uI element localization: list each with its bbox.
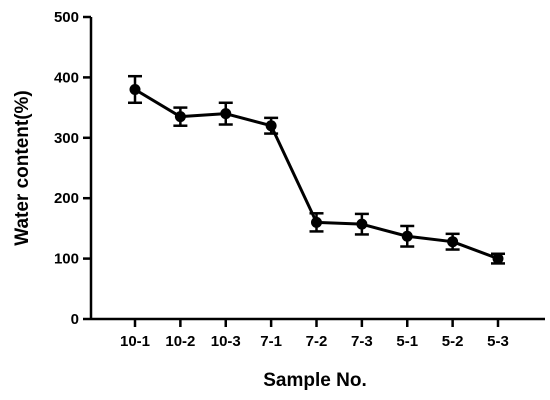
data-point — [447, 236, 459, 248]
data-point — [492, 253, 504, 265]
axes — [89, 17, 545, 321]
x-axis-title: Sample No. — [263, 370, 366, 391]
x-tick-label: 5-3 — [487, 333, 509, 350]
y-tick-label: 0 — [71, 311, 79, 328]
data-point — [174, 111, 186, 123]
x-tick-label: 7-3 — [351, 333, 373, 350]
x-tick-label: 10-1 — [120, 333, 150, 350]
y-tick-label: 400 — [54, 69, 79, 86]
x-tick-label: 10-2 — [165, 333, 195, 350]
y-tick-label: 300 — [54, 130, 79, 147]
y-tick-label: 200 — [54, 190, 79, 207]
data-point — [311, 216, 322, 228]
y-ticks: 0 100 200 300 400 500 — [54, 9, 91, 328]
series-line — [134, 88, 499, 261]
x-tick-label: 7-1 — [260, 333, 282, 350]
y-tick-label: 100 — [54, 251, 79, 268]
data-series — [128, 74, 505, 265]
data-point — [265, 120, 277, 132]
data-point — [220, 108, 232, 120]
y-axis-title: Water content(%) — [12, 90, 33, 246]
x-tick-label: 10-3 — [211, 333, 241, 350]
x-tick-label: 5-2 — [442, 333, 464, 350]
x-ticks: 10-1 10-2 10-3 7-1 7-2 7-3 5-1 5-2 5-3 — [120, 319, 509, 350]
x-tick-label: 5-1 — [396, 333, 418, 350]
data-point — [129, 83, 141, 95]
y-tick-label: 500 — [54, 9, 79, 26]
data-point — [356, 218, 368, 230]
x-tick-label: 7-2 — [306, 333, 328, 350]
data-point — [401, 230, 413, 242]
